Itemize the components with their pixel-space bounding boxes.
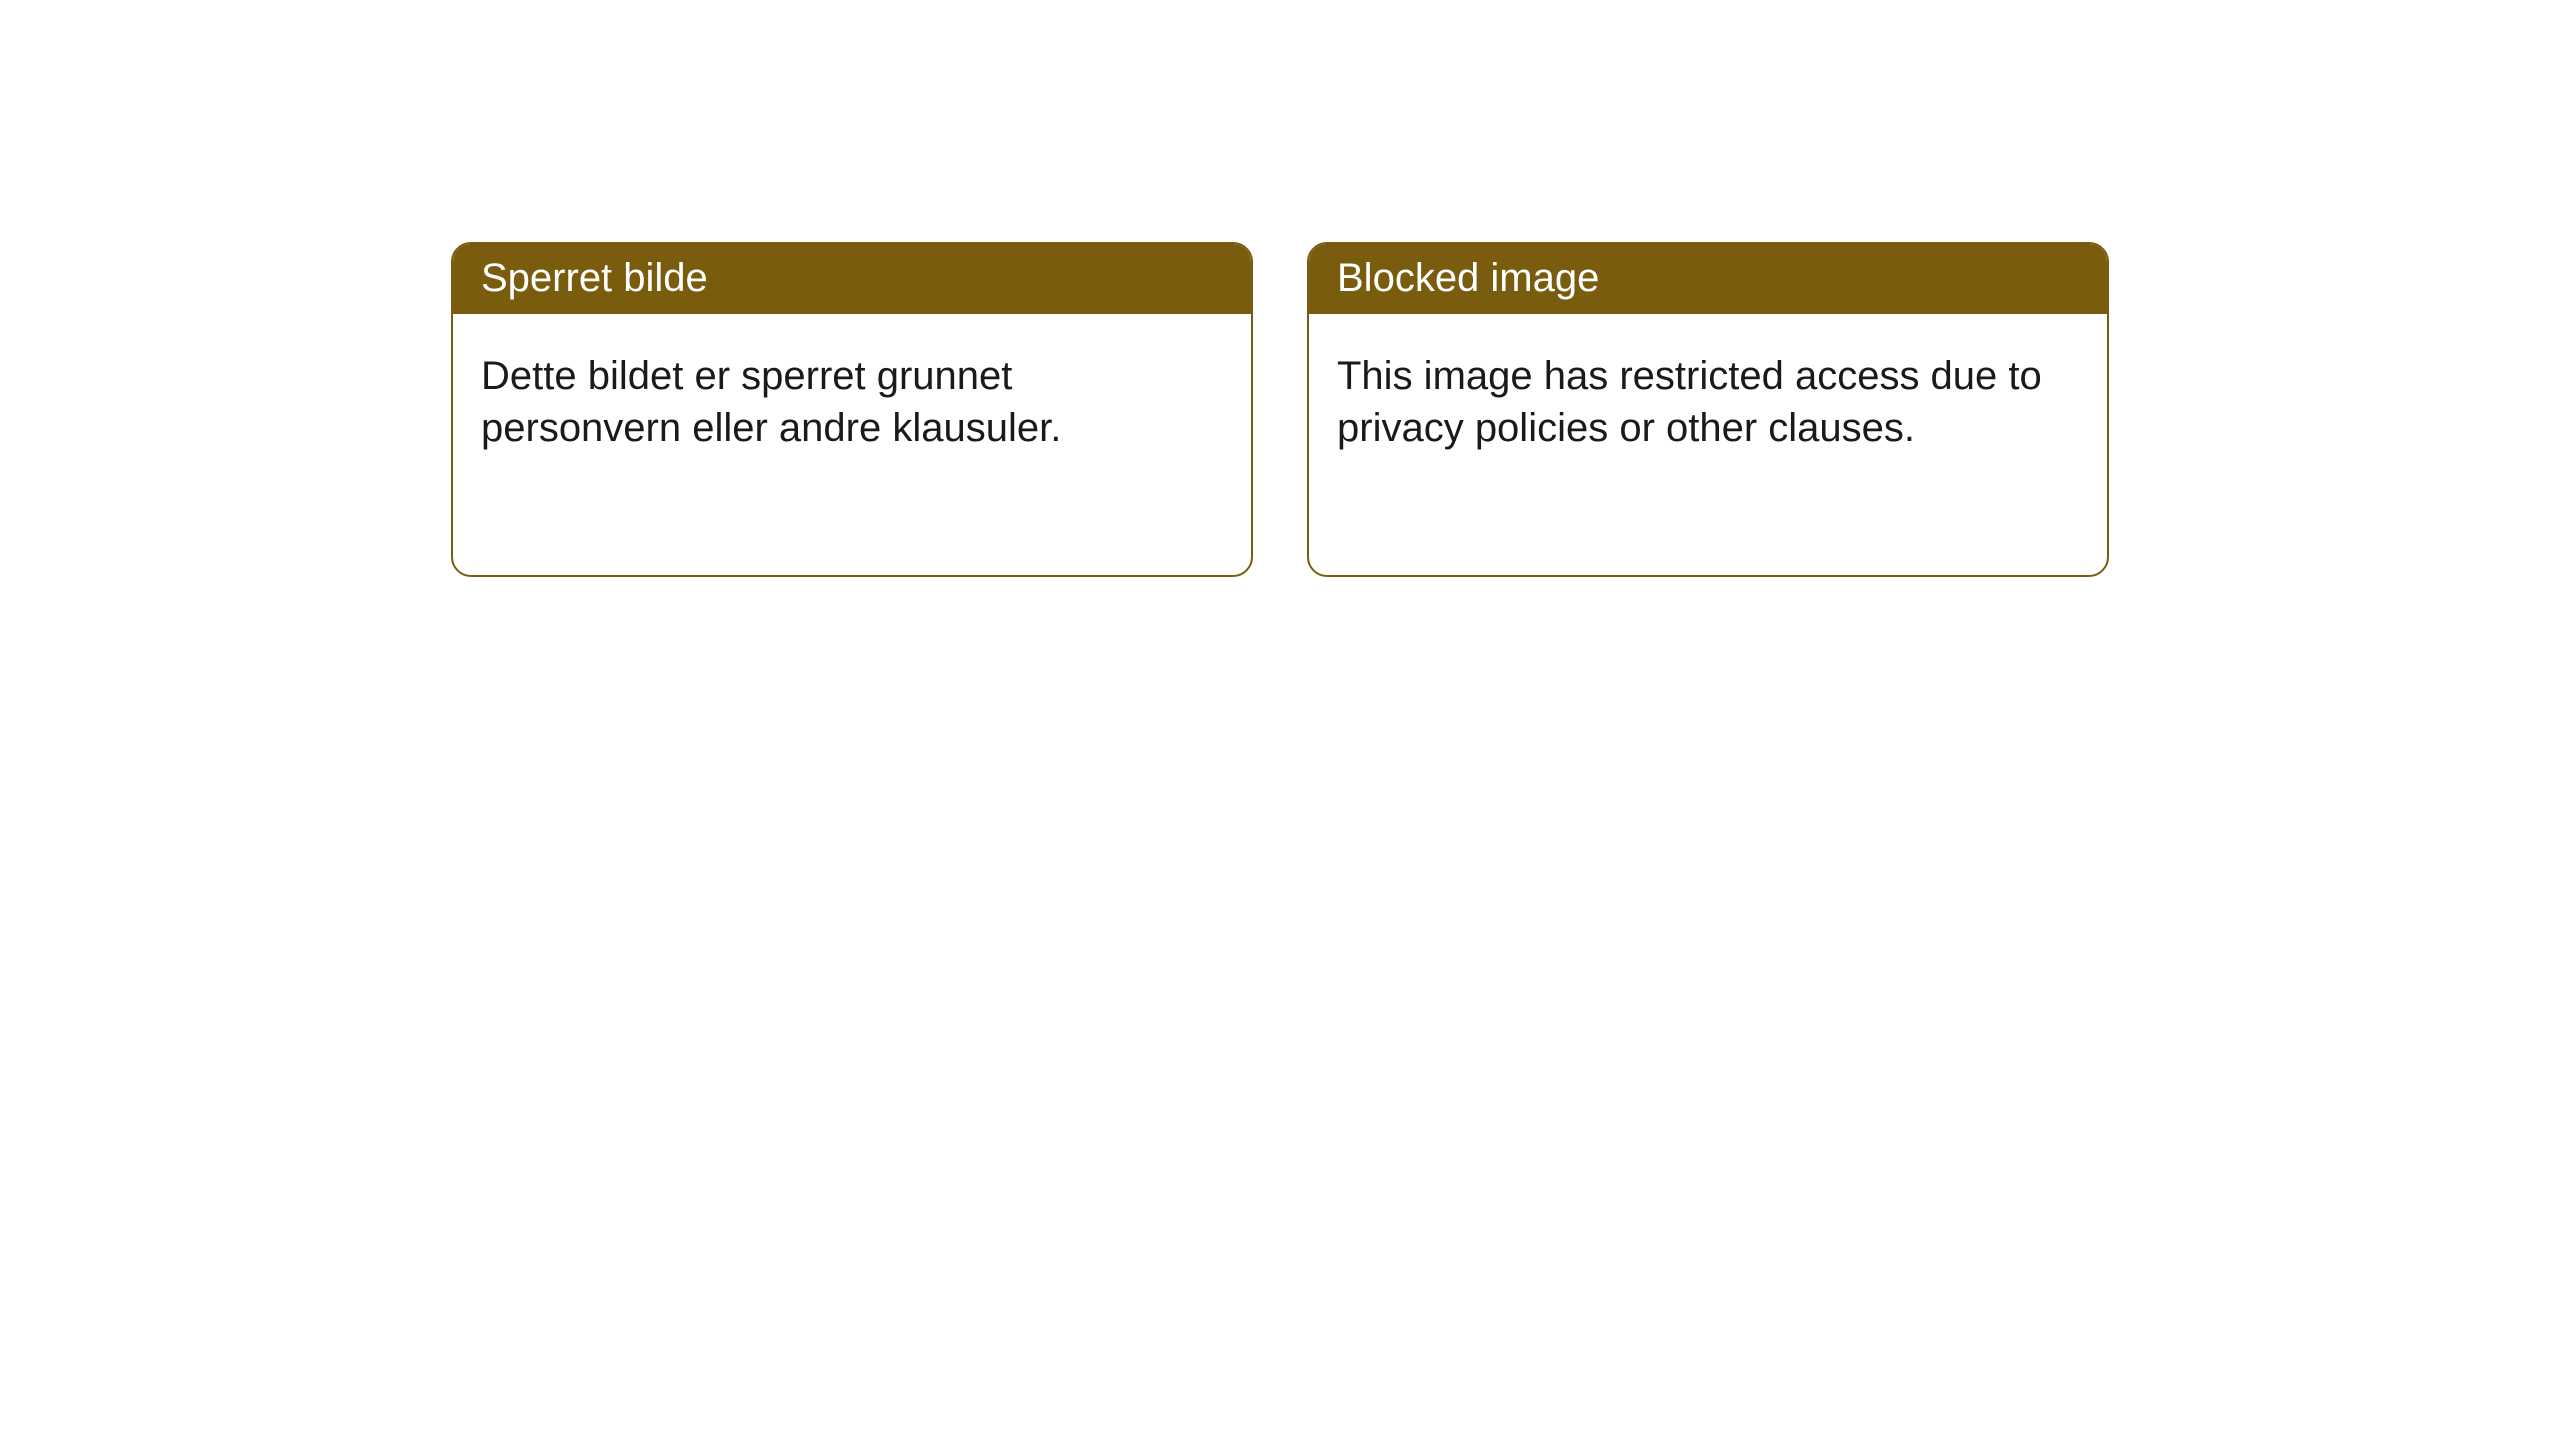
panel-header: Blocked image	[1309, 244, 2107, 314]
panel-body-text: This image has restricted access due to …	[1337, 354, 2042, 450]
blocked-image-panel-no: Sperret bilde Dette bildet er sperret gr…	[451, 242, 1253, 577]
panel-title: Blocked image	[1337, 256, 1599, 300]
panel-title: Sperret bilde	[481, 256, 708, 300]
panel-header: Sperret bilde	[453, 244, 1251, 314]
panel-body-text: Dette bildet er sperret grunnet personve…	[481, 354, 1061, 450]
blocked-image-panel-en: Blocked image This image has restricted …	[1307, 242, 2109, 577]
panel-body: Dette bildet er sperret grunnet personve…	[453, 314, 1251, 482]
panel-body: This image has restricted access due to …	[1309, 314, 2107, 482]
notice-container: Sperret bilde Dette bildet er sperret gr…	[451, 242, 2560, 577]
